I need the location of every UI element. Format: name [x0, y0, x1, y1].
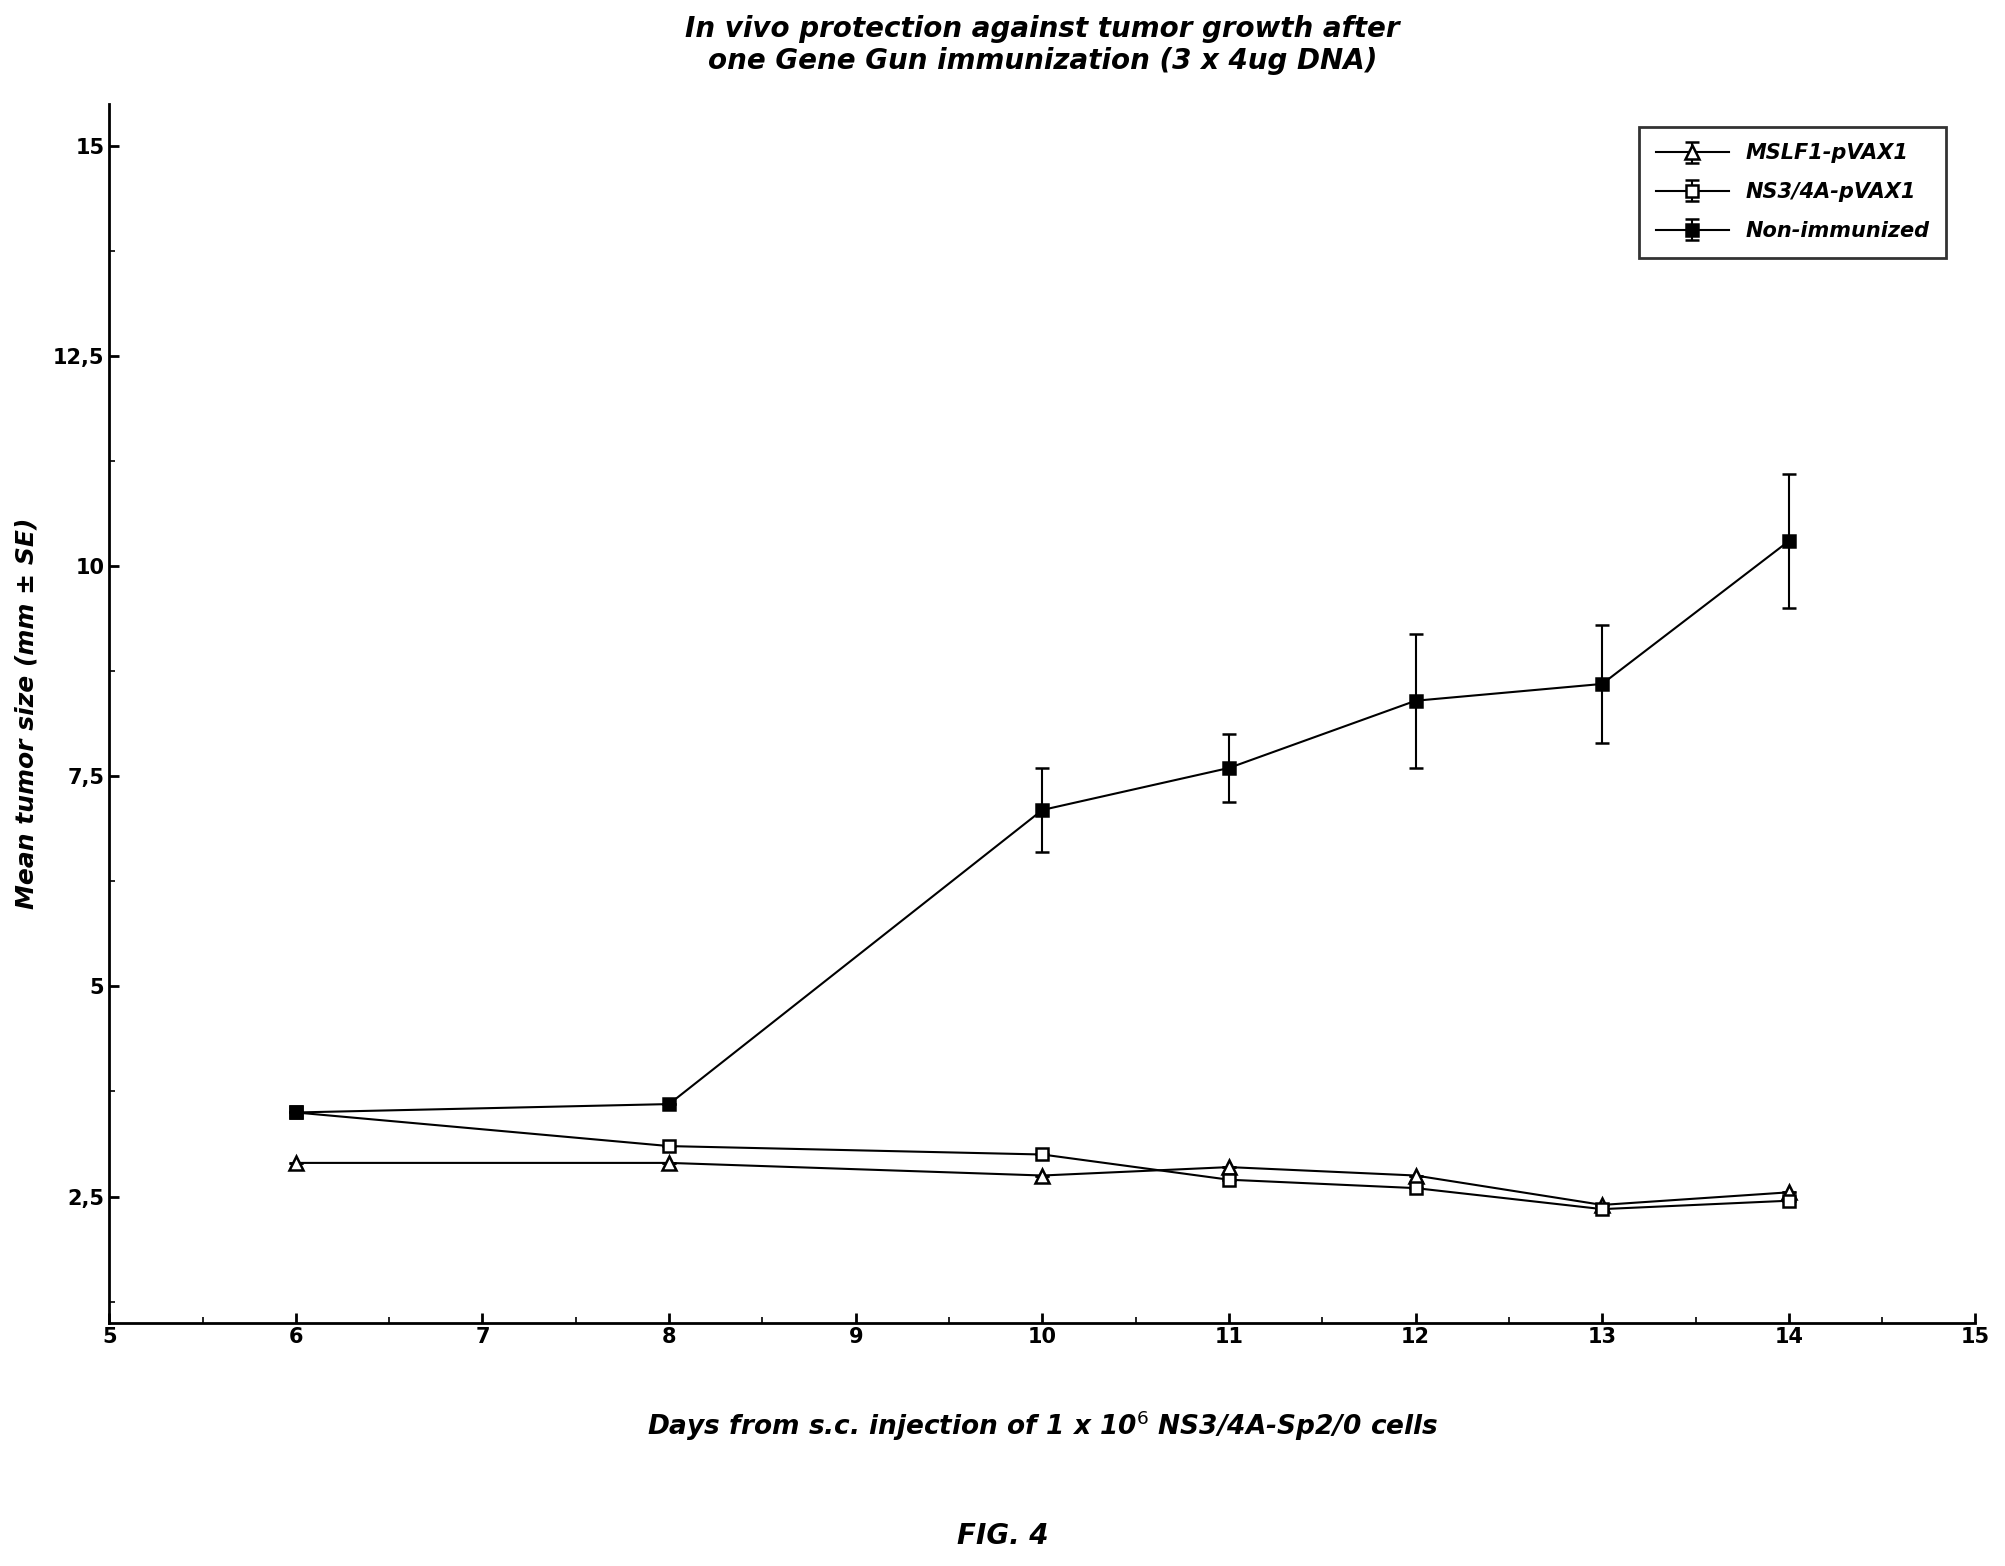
Legend: MSLF1-pVAX1, NS3/4A-pVAX1, Non-immunized: MSLF1-pVAX1, NS3/4A-pVAX1, Non-immunized: [1640, 127, 1947, 257]
Y-axis label: Mean tumor size (mm ± SE): Mean tumor size (mm ± SE): [14, 518, 38, 908]
Title: In vivo protection against tumor growth after
one Gene Gun immunization (3 x 4ug: In vivo protection against tumor growth …: [686, 16, 1399, 75]
Text: Days from s.c. injection of 1 x 10$^6$ NS3/4A-Sp2/0 cells: Days from s.c. injection of 1 x 10$^6$ N…: [648, 1409, 1438, 1444]
Text: FIG. 4: FIG. 4: [956, 1522, 1049, 1550]
